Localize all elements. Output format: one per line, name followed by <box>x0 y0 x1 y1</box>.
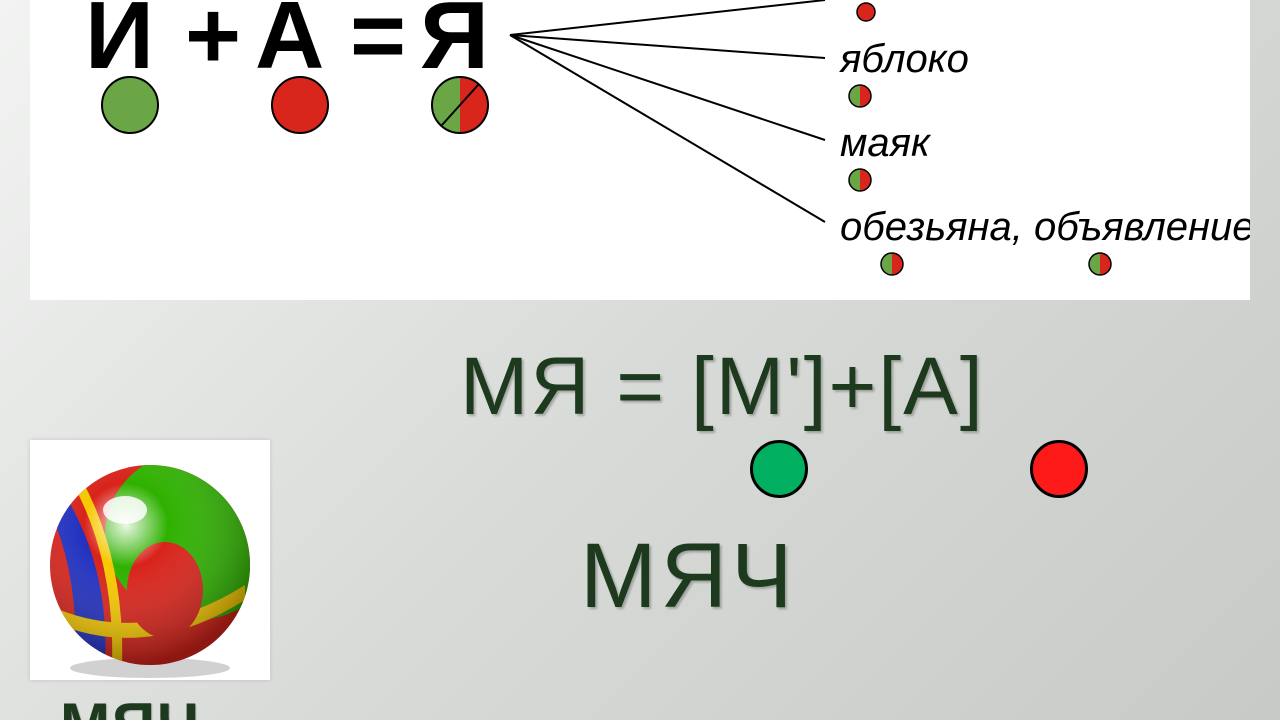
word-obezyana-dot-1 <box>881 253 903 275</box>
eq-letter-3: Я <box>420 0 489 89</box>
fan-lines <box>510 0 825 222</box>
ball-caption: МЯЧ <box>60 690 201 720</box>
eq-dot-split <box>432 77 488 133</box>
eq-dot-green <box>102 77 158 133</box>
formula-dot-green <box>750 440 808 498</box>
formula-line: МЯ = [М']+[А] <box>460 340 1240 434</box>
word-mayak-dot <box>849 169 871 191</box>
eq-op-1: + <box>185 0 241 89</box>
formula-block: МЯ = [М']+[А] МЯЧ <box>460 340 1240 629</box>
formula-dots-row <box>460 434 1240 514</box>
top-diagram-svg: Й + А = Я яблоко <box>30 0 1250 300</box>
eq-dot-red <box>272 77 328 133</box>
eq-op-2: = <box>350 0 406 89</box>
word-yabloko: яблоко <box>839 37 969 81</box>
extra-red-dot <box>857 3 875 21</box>
formula-dot-red <box>1030 440 1088 498</box>
eq-letter-2: А <box>255 0 324 89</box>
formula-word: МЯЧ <box>580 524 1240 629</box>
word-obezyana-dot-2 <box>1089 253 1111 275</box>
top-diagram-panel: Й + А = Я яблоко <box>30 0 1250 300</box>
word-obezyana: обезьяна, объявление <box>840 205 1250 249</box>
word-mayak: маяк <box>840 121 932 165</box>
word-yabloko-dot <box>849 85 871 107</box>
eq-letter-1: Й <box>85 0 154 89</box>
ball-svg <box>30 440 270 680</box>
ball-image-box <box>30 440 270 680</box>
